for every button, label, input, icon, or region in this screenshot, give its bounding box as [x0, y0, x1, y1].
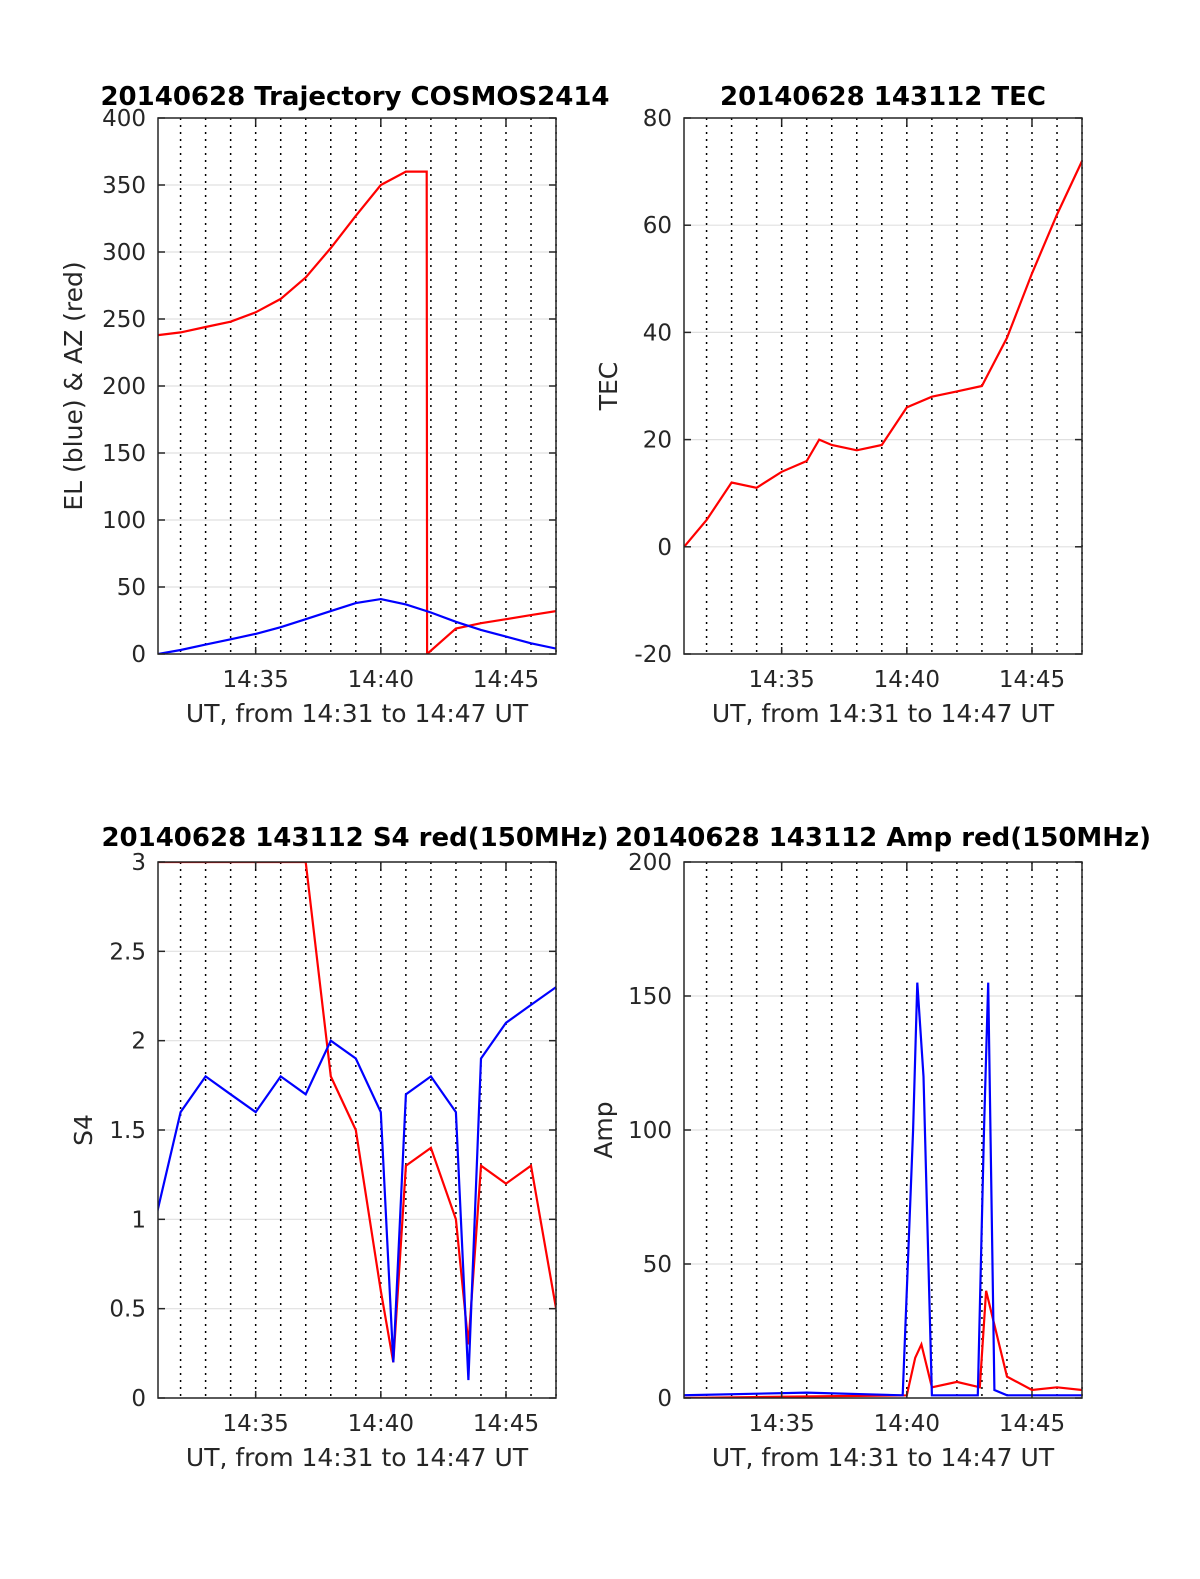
chart-panel-1: 0 50 100 150 200 250 300 350 400 14:35 14:40 14:45 2…: [59, 82, 610, 728]
y-tick-label: 150: [628, 984, 672, 1010]
y-tick-label: 150: [102, 441, 146, 467]
y-axis-label: Amp: [589, 1101, 618, 1158]
y-axis-label: TEC: [594, 362, 623, 412]
x-tick-label: 14:40: [874, 667, 940, 693]
y-tick-label: 250: [102, 307, 146, 333]
y-tick-label: 100: [102, 508, 146, 534]
y-tick-label: 0: [657, 1386, 672, 1412]
y-tick-label: 1: [131, 1207, 146, 1233]
y-tick-label: 2: [131, 1029, 146, 1055]
series-line-1: [158, 170, 556, 654]
y-tick-label: 2.5: [109, 939, 146, 965]
series-line-2: [684, 982, 1082, 1397]
x-tick-label: 14:45: [473, 667, 539, 693]
series-line-1: [684, 1290, 1082, 1398]
x-tick-label: 14:35: [223, 667, 289, 693]
x-axis-label: UT, from 14:31 to 14:47 UT: [186, 1443, 529, 1472]
y-tick-label: -20: [634, 642, 672, 668]
chart-panel-4: 0 50 100 150 200 14:35 14:40 14:45 20140628 1431…: [589, 823, 1151, 1472]
x-axis-label: UT, from 14:31 to 14:47 UT: [712, 1443, 1055, 1472]
chart-panel-3: 0 0.5 1 1.5 2 2.5 3 14:35 14:40 14:45 20140628 143…: [69, 823, 609, 1472]
y-tick-label: 100: [628, 1118, 672, 1144]
y-tick-label: 0: [131, 642, 146, 668]
chart-title: 20140628 143112 S4 red(150MHz): [101, 823, 608, 853]
y-tick-label: 20: [643, 428, 672, 454]
y-tick-label: 80: [643, 106, 672, 132]
y-tick-label: 350: [102, 173, 146, 199]
series-line-2: [158, 986, 556, 1381]
y-axis-label: EL (blue) & AZ (red): [59, 261, 88, 510]
y-tick-label: 60: [643, 213, 672, 239]
x-tick-label: 14:35: [749, 1411, 815, 1437]
y-tick-label: 300: [102, 240, 146, 266]
y-tick-label: 200: [102, 374, 146, 400]
axes-frame: [683, 117, 1083, 655]
y-tick-label: 0: [657, 535, 672, 561]
x-tick-label: 14:45: [999, 667, 1065, 693]
y-tick-label: 50: [117, 575, 146, 601]
x-tick-label: 14:45: [999, 1411, 1065, 1437]
series-line-1: [684, 160, 1082, 548]
x-tick-label: 14:35: [749, 667, 815, 693]
chart-title: 20140628 Trajectory COSMOS2414: [100, 82, 609, 112]
series-line-1: [158, 862, 556, 1363]
x-axis-label: UT, from 14:31 to 14:47 UT: [712, 699, 1055, 728]
x-tick-label: 14:35: [223, 1411, 289, 1437]
y-tick-label: 200: [628, 850, 672, 876]
chart-panel-2: -20 0 20 40 60 80 14:35 14:40 14:45 20140628 1431…: [594, 82, 1083, 728]
x-tick-label: 14:40: [348, 667, 414, 693]
y-tick-label: 0.5: [109, 1297, 146, 1323]
x-tick-label: 14:40: [874, 1411, 940, 1437]
x-tick-label: 14:40: [348, 1411, 414, 1437]
chart-title: 20140628 143112 TEC: [720, 82, 1046, 112]
x-tick-label: 14:45: [473, 1411, 539, 1437]
y-tick-label: 1.5: [109, 1118, 146, 1144]
x-axis-label: UT, from 14:31 to 14:47 UT: [186, 699, 529, 728]
y-tick-label: 50: [643, 1252, 672, 1278]
y-tick-label: 0: [131, 1386, 146, 1412]
y-tick-label: 40: [643, 320, 672, 346]
y-tick-label: 3: [131, 850, 146, 876]
y-tick-label: 400: [102, 106, 146, 132]
y-axis-label: S4: [69, 1114, 98, 1146]
series-line-2: [158, 597, 556, 654]
chart-title: 20140628 143112 Amp red(150MHz): [615, 823, 1151, 853]
